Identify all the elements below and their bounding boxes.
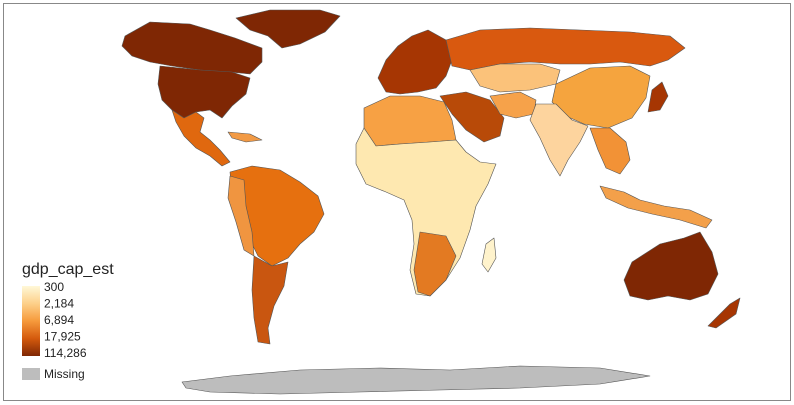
- legend-title: gdp_cap_est: [22, 261, 114, 278]
- legend-break-label: 17,925: [44, 330, 81, 344]
- country: [363, 95, 457, 147]
- country: [439, 91, 505, 143]
- country: [227, 131, 263, 143]
- countries: [121, 9, 741, 395]
- country: [157, 65, 251, 119]
- legend-breaks: 300 2,184 6,894 17,925 114,286: [44, 280, 87, 360]
- country: [599, 185, 713, 229]
- country: [355, 127, 497, 297]
- country: [707, 297, 741, 329]
- country: [235, 9, 341, 49]
- country: [589, 127, 631, 175]
- country: [251, 255, 289, 345]
- legend-missing-label: Missing: [44, 367, 85, 381]
- country-missing: [181, 365, 651, 395]
- legend-break-label: 2,184: [44, 297, 74, 311]
- country: [121, 21, 263, 75]
- country: [171, 109, 231, 167]
- legend: gdp_cap_est 300 2,184 6,894 17,925 114,286 M…: [22, 261, 114, 381]
- legend-break-label: 114,286: [44, 346, 87, 360]
- legend-ramp: [22, 286, 40, 356]
- country: [445, 27, 686, 71]
- country: [529, 103, 589, 177]
- legend-missing-swatch: [22, 368, 40, 380]
- legend-break-label: 6,894: [44, 313, 74, 327]
- country: [413, 231, 457, 297]
- legend-break-label: 300: [44, 280, 64, 294]
- country: [647, 81, 669, 113]
- country: [481, 237, 497, 273]
- country: [623, 231, 719, 301]
